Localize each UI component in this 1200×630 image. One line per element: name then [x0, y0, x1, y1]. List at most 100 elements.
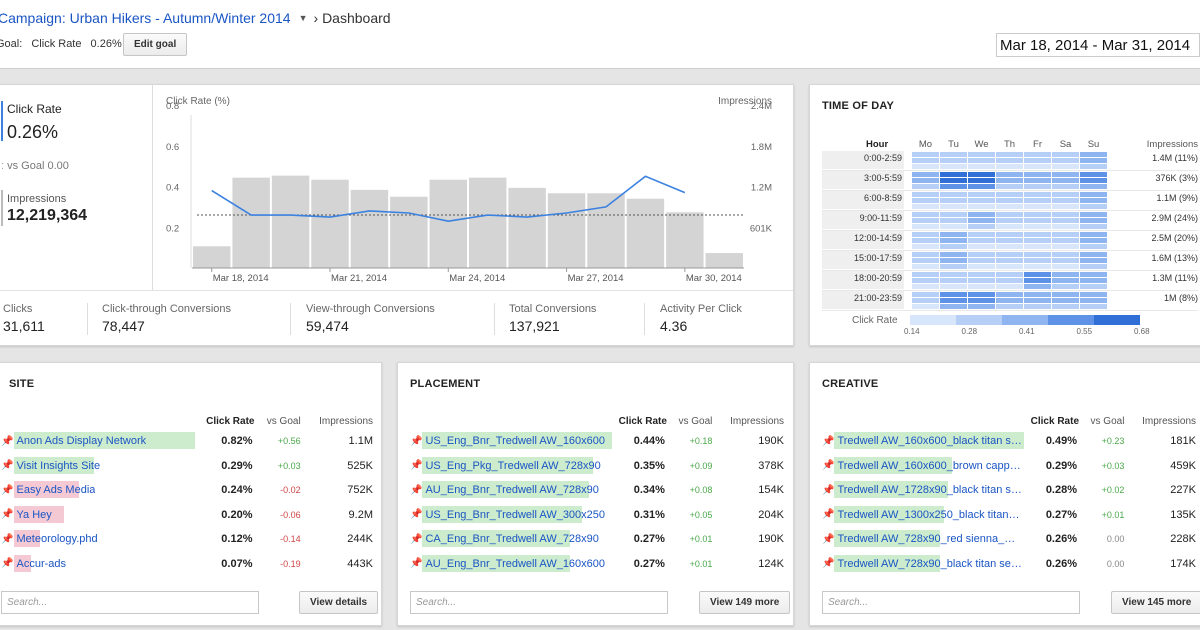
heatmap-cell [996, 264, 1023, 269]
col-impressions[interactable]: Impressions [730, 415, 784, 427]
row-name-cell: Easy Ads Media 0.24% [13, 478, 255, 503]
heatmap-cell [940, 164, 967, 169]
col-click-rate[interactable]: Click Rate [206, 415, 255, 427]
view-more-creatives-button[interactable]: View 145 more [1111, 591, 1200, 614]
col-vs-goal[interactable]: vs Goal [678, 415, 713, 427]
pin-icon[interactable]: 📌 [822, 509, 835, 521]
heatmap-cell [1024, 278, 1051, 283]
pin-icon[interactable]: 📌 [1, 533, 14, 545]
pin-icon[interactable]: 📌 [822, 435, 835, 447]
table-row[interactable]: 📌 Accur-ads 0.07% -0.19 443K [1, 552, 373, 577]
heatmap-cell [1080, 172, 1107, 177]
pin-icon[interactable]: 📌 [410, 509, 423, 521]
hour-label: 0:00-2:59 [863, 153, 902, 163]
view-more-placements-button[interactable]: View 149 more [699, 591, 791, 614]
row-name-link[interactable]: Anon Ads Display Network [16, 435, 147, 448]
col-impressions[interactable]: Impressions [1142, 415, 1196, 427]
placement-search-input[interactable]: Search... [410, 591, 668, 614]
row-name-link[interactable]: Meteorology.phd [16, 533, 98, 546]
table-row[interactable]: 📌 Easy Ads Media 0.24% -0.02 752K [1, 478, 373, 503]
pin-icon[interactable]: 📌 [410, 435, 423, 447]
table-row[interactable]: 📌 US_Eng_Bnr_Tredwell AW_160x600 0.44% +0.1… [410, 429, 784, 454]
table-row[interactable]: 📌 Tredwell AW_160x600_brown cappuc... 0.29… [822, 454, 1196, 479]
table-row[interactable]: 📌 Tredwell AW_1300x250_black titan se... 0… [822, 503, 1196, 528]
impressions-bar [350, 189, 389, 268]
row-name-link[interactable]: Visit Insights Site [16, 459, 101, 472]
pin-icon[interactable]: 📌 [1, 509, 14, 521]
pin-icon[interactable]: 📌 [410, 533, 423, 545]
pin-icon[interactable]: 📌 [1, 460, 14, 472]
row-name-link[interactable]: Easy Ads Media [16, 484, 96, 497]
table-row[interactable]: 📌 AU_Eng_Bnr_Tredwell AW_728x90 0.34% +0.08… [410, 478, 784, 503]
pin-icon[interactable]: 📌 [410, 484, 423, 496]
table-row[interactable]: 📌 Meteorology.phd 0.12% -0.14 244K [1, 527, 373, 552]
table-row[interactable]: 📌 US_Eng_Bnr_Tredwell AW_300x250 0.31% +0.0… [410, 503, 784, 528]
site-search-input[interactable]: Search... [1, 591, 259, 614]
campaign-dropdown-icon[interactable]: ▼ [298, 13, 308, 23]
click-rate-bar [13, 554, 31, 572]
table-row[interactable]: 📌 Tredwell AW_728x90_red sienna_AU... 0.26… [822, 527, 1196, 552]
metric-value: 78,447 [102, 318, 145, 334]
row-name-link[interactable]: US_Eng_Pkg_Tredwell AW_728x90 [425, 459, 601, 472]
col-click-rate[interactable]: Click Rate [618, 415, 667, 427]
row-name-link[interactable]: Tredwell AW_728x90_red sienna_AU... [837, 533, 1023, 546]
date-range-picker[interactable]: Mar 18, 2014 - Mar 31, 2014 [996, 33, 1200, 57]
table-row[interactable]: 📌 Tredwell AW_160x600_black titan ser... 0… [822, 429, 1196, 454]
row-vs-goal: +0.05 [689, 509, 713, 520]
row-name-link[interactable]: AU_Eng_Bnr_Tredwell AW_160x600 [425, 557, 606, 570]
row-name-link[interactable]: US_Eng_Bnr_Tredwell AW_160x600 [425, 435, 606, 448]
pin-icon[interactable]: 📌 [822, 484, 835, 496]
table-row[interactable]: 📌 US_Eng_Pkg_Tredwell AW_728x90 0.35% +0.09… [410, 454, 784, 479]
metric-activity-per-click[interactable]: Activity Per Click 4.36 [660, 303, 742, 334]
row-name-link[interactable]: Tredwell AW_160x600_brown cappuc... [837, 459, 1023, 472]
edit-goal-button[interactable]: Edit goal [123, 33, 188, 56]
table-row[interactable]: 📌 Anon Ads Display Network 0.82% +0.56 1.1M [1, 429, 373, 454]
row-name-link[interactable]: Ya Hey [16, 508, 52, 521]
metric-view-through-conversions[interactable]: View-through Conversions 59,474 [306, 303, 435, 334]
col-vs-goal[interactable]: vs Goal [266, 415, 301, 427]
heatmap-cell [1080, 244, 1107, 249]
pin-icon[interactable]: 📌 [410, 460, 423, 472]
table-row[interactable]: 📌 Visit Insights Site 0.29% +0.03 525K [1, 454, 373, 479]
pin-icon[interactable]: 📌 [1, 435, 14, 447]
row-name-link[interactable]: US_Eng_Bnr_Tredwell AW_300x250 [425, 508, 606, 521]
row-name-link[interactable]: Tredwell AW_160x600_black titan ser... [837, 435, 1023, 448]
row-name-link[interactable]: AU_Eng_Bnr_Tredwell AW_728x90 [425, 484, 599, 497]
metric-clicks[interactable]: Clicks 31,611 [3, 303, 45, 334]
pin-icon[interactable]: 📌 [822, 558, 835, 570]
impressions-label[interactable]: Impressions [7, 193, 67, 205]
table-row[interactable]: 📌 Ya Hey 0.20% -0.06 9.2M [1, 503, 373, 528]
heatmap-cell [1024, 264, 1051, 269]
row-name-link[interactable]: Tredwell AW_1728x90_black titan ser... [837, 484, 1023, 497]
row-name-link[interactable]: Tredwell AW_1300x250_black titan se... [837, 508, 1023, 521]
pin-icon[interactable]: 📌 [822, 460, 835, 472]
metric-label: View-through Conversions [306, 303, 435, 315]
table-row[interactable]: 📌 AU_Eng_Bnr_Tredwell AW_160x600 0.27% +0.0… [410, 552, 784, 577]
performance-chart: Click Rate (%) Impressions 0.8 0.6 0.4 0.2 2.4… [166, 96, 773, 284]
heatmap-cell [968, 212, 995, 217]
col-vs-goal[interactable]: vs Goal [1090, 415, 1125, 427]
table-row[interactable]: 📌 CA_Eng_Bnr_Tredwell AW_728x90 0.27% +0.01… [410, 527, 784, 552]
heatmap-row-bg [822, 291, 904, 309]
row-name-link[interactable]: Accur-ads [16, 557, 67, 570]
pin-icon[interactable]: 📌 [822, 533, 835, 545]
heatmap-cell [912, 258, 939, 263]
table-row[interactable]: 📌 Tredwell AW_1728x90_black titan ser... 0… [822, 478, 1196, 503]
view-details-button[interactable]: View details [299, 591, 379, 614]
col-impressions[interactable]: Impressions [319, 415, 373, 427]
vs-goal: : vs Goal 0.00 [1, 160, 69, 172]
pin-icon[interactable]: 📌 [1, 558, 14, 570]
campaign-link[interactable]: Campaign: Urban Hikers - Autumn/Winter 2… [0, 10, 291, 26]
click-rate-label[interactable]: Click Rate [7, 102, 62, 116]
metric-click-through-conversions[interactable]: Click-through Conversions 78,447 [102, 303, 231, 334]
row-name-link[interactable]: CA_Eng_Bnr_Tredwell AW_728x90 [425, 533, 599, 546]
table-row[interactable]: 📌 Tredwell AW_728x90_black titan serp... 0… [822, 552, 1196, 577]
heatmap-cell [996, 152, 1023, 157]
creative-search-input[interactable]: Search... [822, 591, 1080, 614]
row-name-link[interactable]: Tredwell AW_728x90_black titan serp... [837, 557, 1023, 570]
pin-icon[interactable]: 📌 [410, 558, 423, 570]
pin-icon[interactable]: 📌 [1, 484, 14, 496]
row-vs-goal: -0.14 [280, 534, 301, 545]
metric-total-conversions[interactable]: Total Conversions 137,921 [509, 303, 596, 334]
col-click-rate[interactable]: Click Rate [1030, 415, 1080, 427]
